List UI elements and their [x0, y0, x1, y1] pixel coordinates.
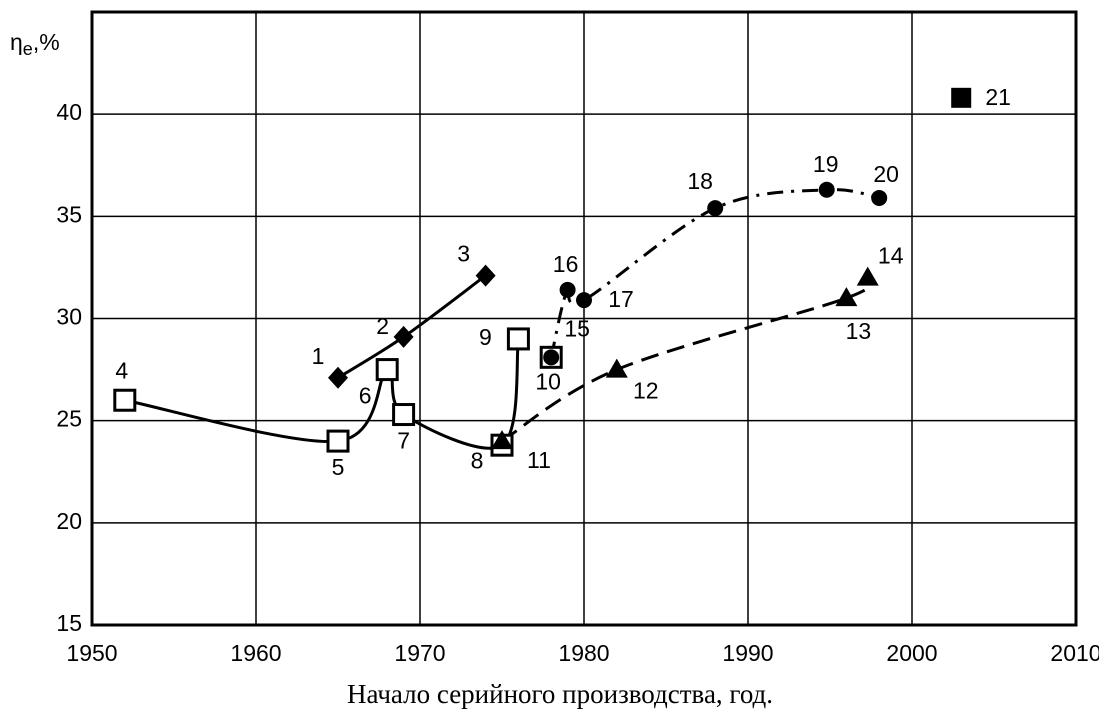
point-label: 15: [564, 315, 590, 341]
point-label: 20: [873, 161, 899, 187]
point-label: 6: [359, 383, 372, 409]
point-label: 5: [332, 454, 345, 480]
series-line: [337, 274, 487, 380]
y-tick-label: 15: [56, 610, 82, 636]
point-label: 7: [397, 428, 410, 454]
point-label: 14: [878, 243, 904, 269]
point-label: 11: [527, 447, 551, 473]
point-label: 21: [985, 84, 1011, 110]
point-label: 8: [471, 447, 484, 473]
x-tick-label: 1960: [230, 640, 281, 666]
marker-square: [392, 403, 416, 427]
y-label-subscript: e: [23, 39, 33, 59]
marker-square: [951, 87, 972, 108]
x-tick-label: 2010: [1050, 640, 1099, 666]
marker-triangle: [856, 266, 879, 286]
marker-triangle: [835, 287, 858, 307]
marker-circle: [559, 281, 576, 298]
y-tick-label: 35: [56, 201, 82, 227]
y-axis-label: ηe,%: [10, 29, 60, 59]
point-label: 17: [608, 286, 634, 312]
y-tick-label: 40: [56, 99, 82, 125]
x-tick-label: 1970: [394, 640, 445, 666]
plot-frame: [90, 10, 1078, 627]
marker-square: [113, 388, 137, 412]
point-label: 2: [376, 313, 389, 339]
point-label: 3: [457, 241, 470, 267]
marker-square: [326, 429, 350, 453]
marker-circle: [871, 189, 888, 206]
marker-triangle: [605, 358, 628, 378]
marker-circle: [707, 200, 724, 217]
y-label-unit: ,%: [33, 29, 60, 55]
point-label: 4: [115, 357, 128, 383]
y-tick-label: 25: [56, 406, 82, 432]
x-tick-label: 1980: [558, 640, 609, 666]
point-label: 9: [479, 324, 492, 350]
point-label: 12: [633, 378, 659, 404]
marker-diamond: [328, 366, 348, 389]
point-label: 10: [535, 368, 561, 394]
point-label: 13: [846, 318, 872, 344]
marker-circle: [543, 349, 560, 366]
marker-triangle: [491, 430, 513, 450]
series-line: [501, 276, 873, 443]
x-axis-label: Начало серийного производства, год.: [347, 679, 773, 709]
x-tick-label: 2000: [886, 640, 937, 666]
y-tick-label: 30: [56, 304, 82, 330]
y-tick-label: 20: [56, 508, 82, 534]
marker-circle: [818, 181, 835, 198]
marker-diamond: [393, 325, 414, 348]
point-label: 16: [553, 251, 579, 277]
x-tick-label: 1990: [722, 640, 773, 666]
point-label: 1: [312, 343, 325, 369]
marker-circle: [576, 292, 592, 309]
point-label: 19: [813, 151, 839, 177]
y-label-symbol: η: [10, 29, 23, 55]
marker-square: [375, 358, 399, 382]
x-tick-label: 1950: [66, 640, 117, 666]
marker-diamond: [475, 264, 496, 287]
point-label: 18: [687, 168, 713, 194]
marker-square: [506, 327, 530, 351]
